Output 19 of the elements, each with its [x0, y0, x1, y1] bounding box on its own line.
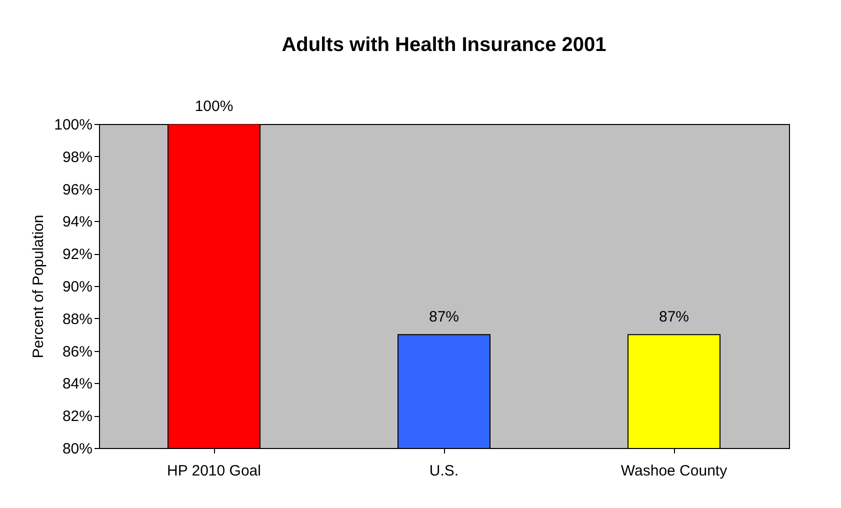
data-label: 87%: [658, 308, 690, 326]
y-tick-label: 94%: [62, 214, 92, 231]
y-tick-label: 88%: [62, 310, 92, 328]
chart-title: Adults with Health Insurance 2001: [282, 34, 606, 56]
y-tick-label: 80%: [62, 440, 92, 458]
y-tick-label: 90%: [62, 278, 92, 296]
y-tick-label: 98%: [62, 148, 92, 166]
y-tick-label: 96%: [62, 181, 92, 198]
y-tick-label: 100%: [54, 116, 92, 134]
y-tick-label: 84%: [62, 376, 92, 393]
x-tick-label: HP 2010 Goal: [167, 462, 261, 480]
y-tick-label: 86%: [62, 343, 92, 360]
data-label: 87%: [428, 308, 460, 326]
y-axis-title: Percent of Population: [30, 214, 48, 358]
y-tick-label: 82%: [62, 408, 92, 426]
y-tick-label: 92%: [62, 246, 92, 264]
x-tick-label: Washoe County: [620, 462, 728, 480]
data-label: 100%: [194, 98, 234, 115]
x-tick-label: U.S.: [429, 462, 459, 480]
